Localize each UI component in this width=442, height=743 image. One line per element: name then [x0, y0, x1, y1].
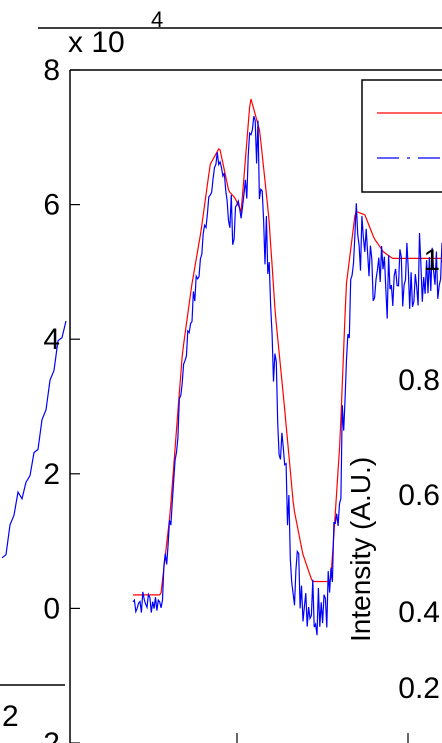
x-ticks: [236, 733, 409, 743]
secondary-y-tick-label: 0.2: [398, 672, 440, 705]
axis-exponent-superscript: 4: [151, 7, 163, 32]
secondary-y-tick-label: 0.6: [398, 479, 440, 512]
secondary-y-tick-label: 0.8: [398, 364, 440, 397]
y-tick-label: -2: [33, 727, 60, 743]
y-tick-label: 6: [43, 189, 60, 222]
legend: [361, 79, 442, 193]
y-tick-label: 8: [43, 54, 60, 87]
secondary-y-axis-label: Intensity (A.U.): [345, 457, 376, 642]
axis-multiplier-label: x 10: [68, 26, 125, 59]
series-line-blue: [132, 116, 442, 636]
x-tick-label-fragment: 2: [2, 700, 19, 733]
axis-exponent: x 10 4: [68, 7, 163, 59]
secondary-y-tick-label: 1: [423, 244, 440, 277]
left-plot-frame: [0, 27, 442, 686]
partial-series-line: [1, 320, 67, 559]
y-tick-label: 0: [43, 592, 60, 625]
y-tick-label: 4: [43, 323, 60, 356]
secondary-y-ticks: 1 0.8 0.6 0.4 0.2: [398, 244, 440, 705]
y-tick-label: 2: [43, 458, 60, 491]
series-line-red: [133, 98, 442, 596]
y-ticks: 8 6 4 2 0 -2: [33, 54, 80, 743]
legend-box: [361, 79, 442, 193]
secondary-y-tick-label: 0.4: [398, 596, 440, 629]
